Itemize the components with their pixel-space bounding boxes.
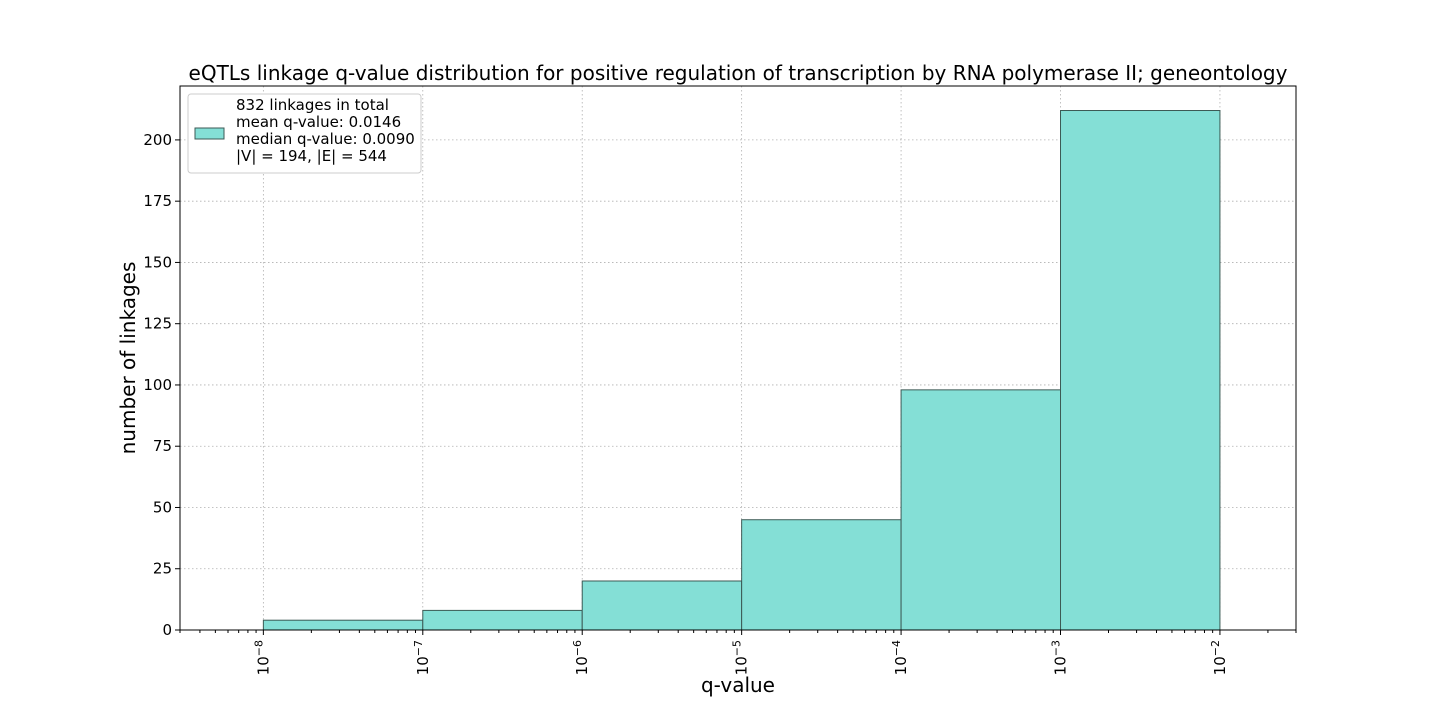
y-tick-label: 200 [143, 131, 172, 149]
legend-box [187, 93, 422, 174]
legend: 832 linkages in total mean q-value: 0.01… [187, 93, 422, 174]
x-tick-label: 10−6 [571, 640, 591, 675]
histogram-bar [262, 619, 424, 631]
bars [262, 110, 1221, 631]
y-tick-label: 100 [143, 376, 172, 394]
y-axis-ticks: 0 25 50 75 100 125 150 175 200 [143, 131, 180, 639]
y-tick-label: 150 [143, 253, 172, 271]
legend-line-total: 832 linkages in total [236, 96, 389, 114]
x-tick-label: 10−7 [412, 640, 432, 675]
chart-title: eQTLs linkage q-value distribution for p… [189, 61, 1288, 85]
x-axis-ticks: 10−8 10−7 10−6 10−5 10−4 10−3 10−2 [179, 630, 1297, 675]
plot-frame [179, 85, 1297, 631]
x-tick-label: 10−8 [252, 640, 272, 675]
legend-line-median: median q-value: 0.0090 [236, 130, 415, 148]
legend-line-graph-size: |V| = 194, |E| = 544 [236, 147, 387, 165]
x-tick-label: 10−4 [890, 640, 910, 675]
y-tick-label: 75 [153, 437, 172, 455]
x-tick-label: 10−2 [1209, 640, 1229, 675]
y-tick-label: 50 [153, 498, 172, 516]
x-axis-label: q-value [701, 673, 775, 697]
y-tick-label: 125 [143, 315, 172, 333]
x-tick-label: 10−5 [731, 640, 751, 675]
histogram-bar [741, 519, 902, 631]
x-tick-label: 10−3 [1050, 640, 1070, 675]
histogram-bar [581, 580, 743, 631]
histogram-bar [422, 609, 583, 631]
y-axis-label: number of linkages [116, 262, 140, 455]
histogram-bar [1060, 110, 1221, 631]
y-tick-label: 25 [153, 560, 172, 578]
histogram-bar [900, 389, 1062, 631]
y-tick-label: 0 [162, 621, 172, 639]
y-tick-label: 175 [143, 192, 172, 210]
legend-line-mean: mean q-value: 0.0146 [236, 113, 401, 131]
legend-swatch [194, 127, 225, 140]
